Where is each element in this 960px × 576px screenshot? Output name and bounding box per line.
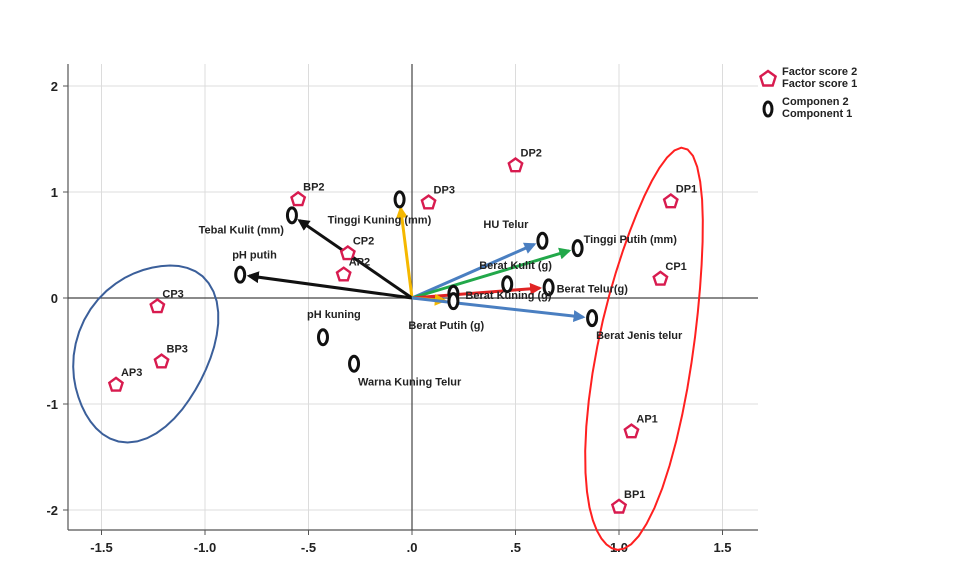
factor-label-ap2: AP2 bbox=[349, 257, 370, 269]
component-label-tinggi-kuning-mm: Tinggi Kuning (mm) bbox=[328, 214, 432, 226]
legend-factor-line2: Factor score 1 bbox=[782, 78, 858, 90]
x-tick-label: 1.0 bbox=[610, 540, 628, 555]
component-marker-ph-putih bbox=[234, 265, 247, 284]
x-tick-label: -1.0 bbox=[194, 540, 216, 555]
component-marker-hu-telur bbox=[536, 231, 549, 250]
y-tick-label: -1 bbox=[46, 397, 58, 412]
factor-marker-bp3 bbox=[153, 353, 170, 369]
point-labels: BP2 DP2 DP3 CP2 AP2 DP1 CP1 CP3 BP3 AP3 AP1 BP1 Ting… bbox=[121, 148, 697, 501]
component-label-berat-kulit-g: Berat Kulit (g) bbox=[479, 260, 552, 272]
component-marker-berat-putih-g bbox=[447, 292, 460, 311]
y-tick-label: 1 bbox=[51, 185, 58, 200]
component-marker-tebal-kulit-mm bbox=[285, 206, 298, 225]
x-tick-label: -1.5 bbox=[90, 540, 112, 555]
arrow-tebal-kulit-mm bbox=[297, 219, 413, 300]
factor-label-cp2: CP2 bbox=[353, 235, 374, 247]
x-tick-label: .0 bbox=[407, 540, 418, 555]
arrow-tinggi-kuning-mm bbox=[395, 205, 414, 299]
legend-item-component: Componen 2 Component 1 bbox=[757, 96, 957, 126]
factor-label-dp1: DP1 bbox=[676, 184, 697, 196]
legend-component-line2: Component 1 bbox=[782, 108, 853, 120]
component-label-tebal-kulit-mm: Tebal Kulit (mm) bbox=[199, 224, 285, 236]
tick-labels: -1.5 -1.0 -.5 .0 .5 1.0 1.5 2 1 0 -1 -2 bbox=[46, 79, 731, 555]
x-tick-label: -.5 bbox=[301, 540, 316, 555]
loading-arrows bbox=[246, 205, 586, 323]
factor-marker-dp2 bbox=[507, 157, 524, 173]
y-tick-label: 2 bbox=[51, 79, 58, 94]
component-label-tinggi-putih-mm: Tinggi Putih (mm) bbox=[584, 234, 678, 246]
factor-label-cp1: CP1 bbox=[665, 261, 686, 273]
component-label-ph-kuning: pH kuning bbox=[307, 309, 361, 321]
factor-label-bp1: BP1 bbox=[624, 489, 645, 501]
arrow-berat-telur-g bbox=[411, 282, 543, 300]
component-label-berat-jenis-telur: Berat Jenis telur bbox=[596, 330, 683, 342]
component-label-berat-kuning-g: Berat Kuning (g) bbox=[465, 290, 551, 302]
factor-marker-dp3 bbox=[420, 194, 437, 210]
factor-marker-dp1 bbox=[662, 193, 679, 209]
factor-score-markers bbox=[107, 157, 679, 514]
factor-marker-ap2 bbox=[335, 266, 352, 282]
component-label-berat-putih-g: Berat Putih (g) bbox=[408, 320, 484, 332]
pentagon-marker-icon bbox=[758, 69, 778, 87]
legend-factor-line1: Factor score 2 bbox=[782, 66, 858, 78]
zero-marker-icon bbox=[762, 100, 774, 118]
component-marker-ph-kuning bbox=[316, 328, 329, 347]
cluster-outline bbox=[584, 146, 704, 551]
factor-marker-ap3 bbox=[107, 376, 125, 392]
legend-component-line1: Componen 2 bbox=[782, 96, 849, 108]
factor-label-ap1: AP1 bbox=[636, 414, 657, 426]
arrow-ph-putih bbox=[246, 271, 413, 300]
cluster-outline bbox=[72, 264, 220, 444]
arrow-berat-jenis-telur bbox=[411, 296, 586, 323]
factor-label-dp3: DP3 bbox=[434, 185, 455, 197]
arrow-tinggi-putih-mm bbox=[411, 247, 572, 300]
factor-marker-cp3 bbox=[149, 298, 166, 314]
factor-label-dp2: DP2 bbox=[521, 148, 542, 160]
y-tick-label: 0 bbox=[51, 291, 58, 306]
factor-label-bp3: BP3 bbox=[167, 344, 188, 356]
factor-marker-bp1 bbox=[610, 498, 628, 514]
factor-marker-bp2 bbox=[290, 190, 307, 207]
component-marker-berat-kulit-g bbox=[501, 275, 514, 294]
factor-marker-cp1 bbox=[652, 270, 669, 286]
component-marker-tinggi-kuning-mm bbox=[393, 190, 406, 209]
factor-marker-cp2 bbox=[339, 245, 356, 261]
arrow-hu-telur bbox=[411, 242, 537, 300]
x-tick-label: 1.5 bbox=[713, 540, 731, 555]
factor-label-ap3: AP3 bbox=[121, 367, 142, 379]
factor-marker-ap1 bbox=[623, 423, 640, 439]
x-tick-label: .5 bbox=[510, 540, 521, 555]
component-label-hu-telur: HU Telur bbox=[483, 219, 529, 231]
factor-label-bp2: BP2 bbox=[303, 181, 324, 193]
cluster-outlines bbox=[72, 146, 704, 551]
y-tick-label: -2 bbox=[46, 503, 58, 518]
component-label-warna-kuning-telur: Warna Kuning Telur bbox=[358, 377, 462, 389]
factor-label-cp3: CP3 bbox=[162, 288, 183, 300]
component-label-berat-telur-g: Berat Telur(g) bbox=[557, 283, 629, 295]
component-marker-warna-kuning-telur bbox=[348, 354, 361, 373]
legend-item-factor-score: Factor score 2 Factor score 1 bbox=[757, 66, 957, 96]
component-marker-berat-jenis-telur bbox=[586, 309, 599, 328]
component-marker-tinggi-putih-mm bbox=[571, 239, 584, 258]
component-markers bbox=[234, 190, 599, 373]
component-label-ph-putih: pH putih bbox=[232, 250, 277, 262]
component-marker-berat-telur-g bbox=[542, 278, 555, 297]
legend: Factor score 2 Factor score 1 Componen 2… bbox=[757, 66, 957, 126]
